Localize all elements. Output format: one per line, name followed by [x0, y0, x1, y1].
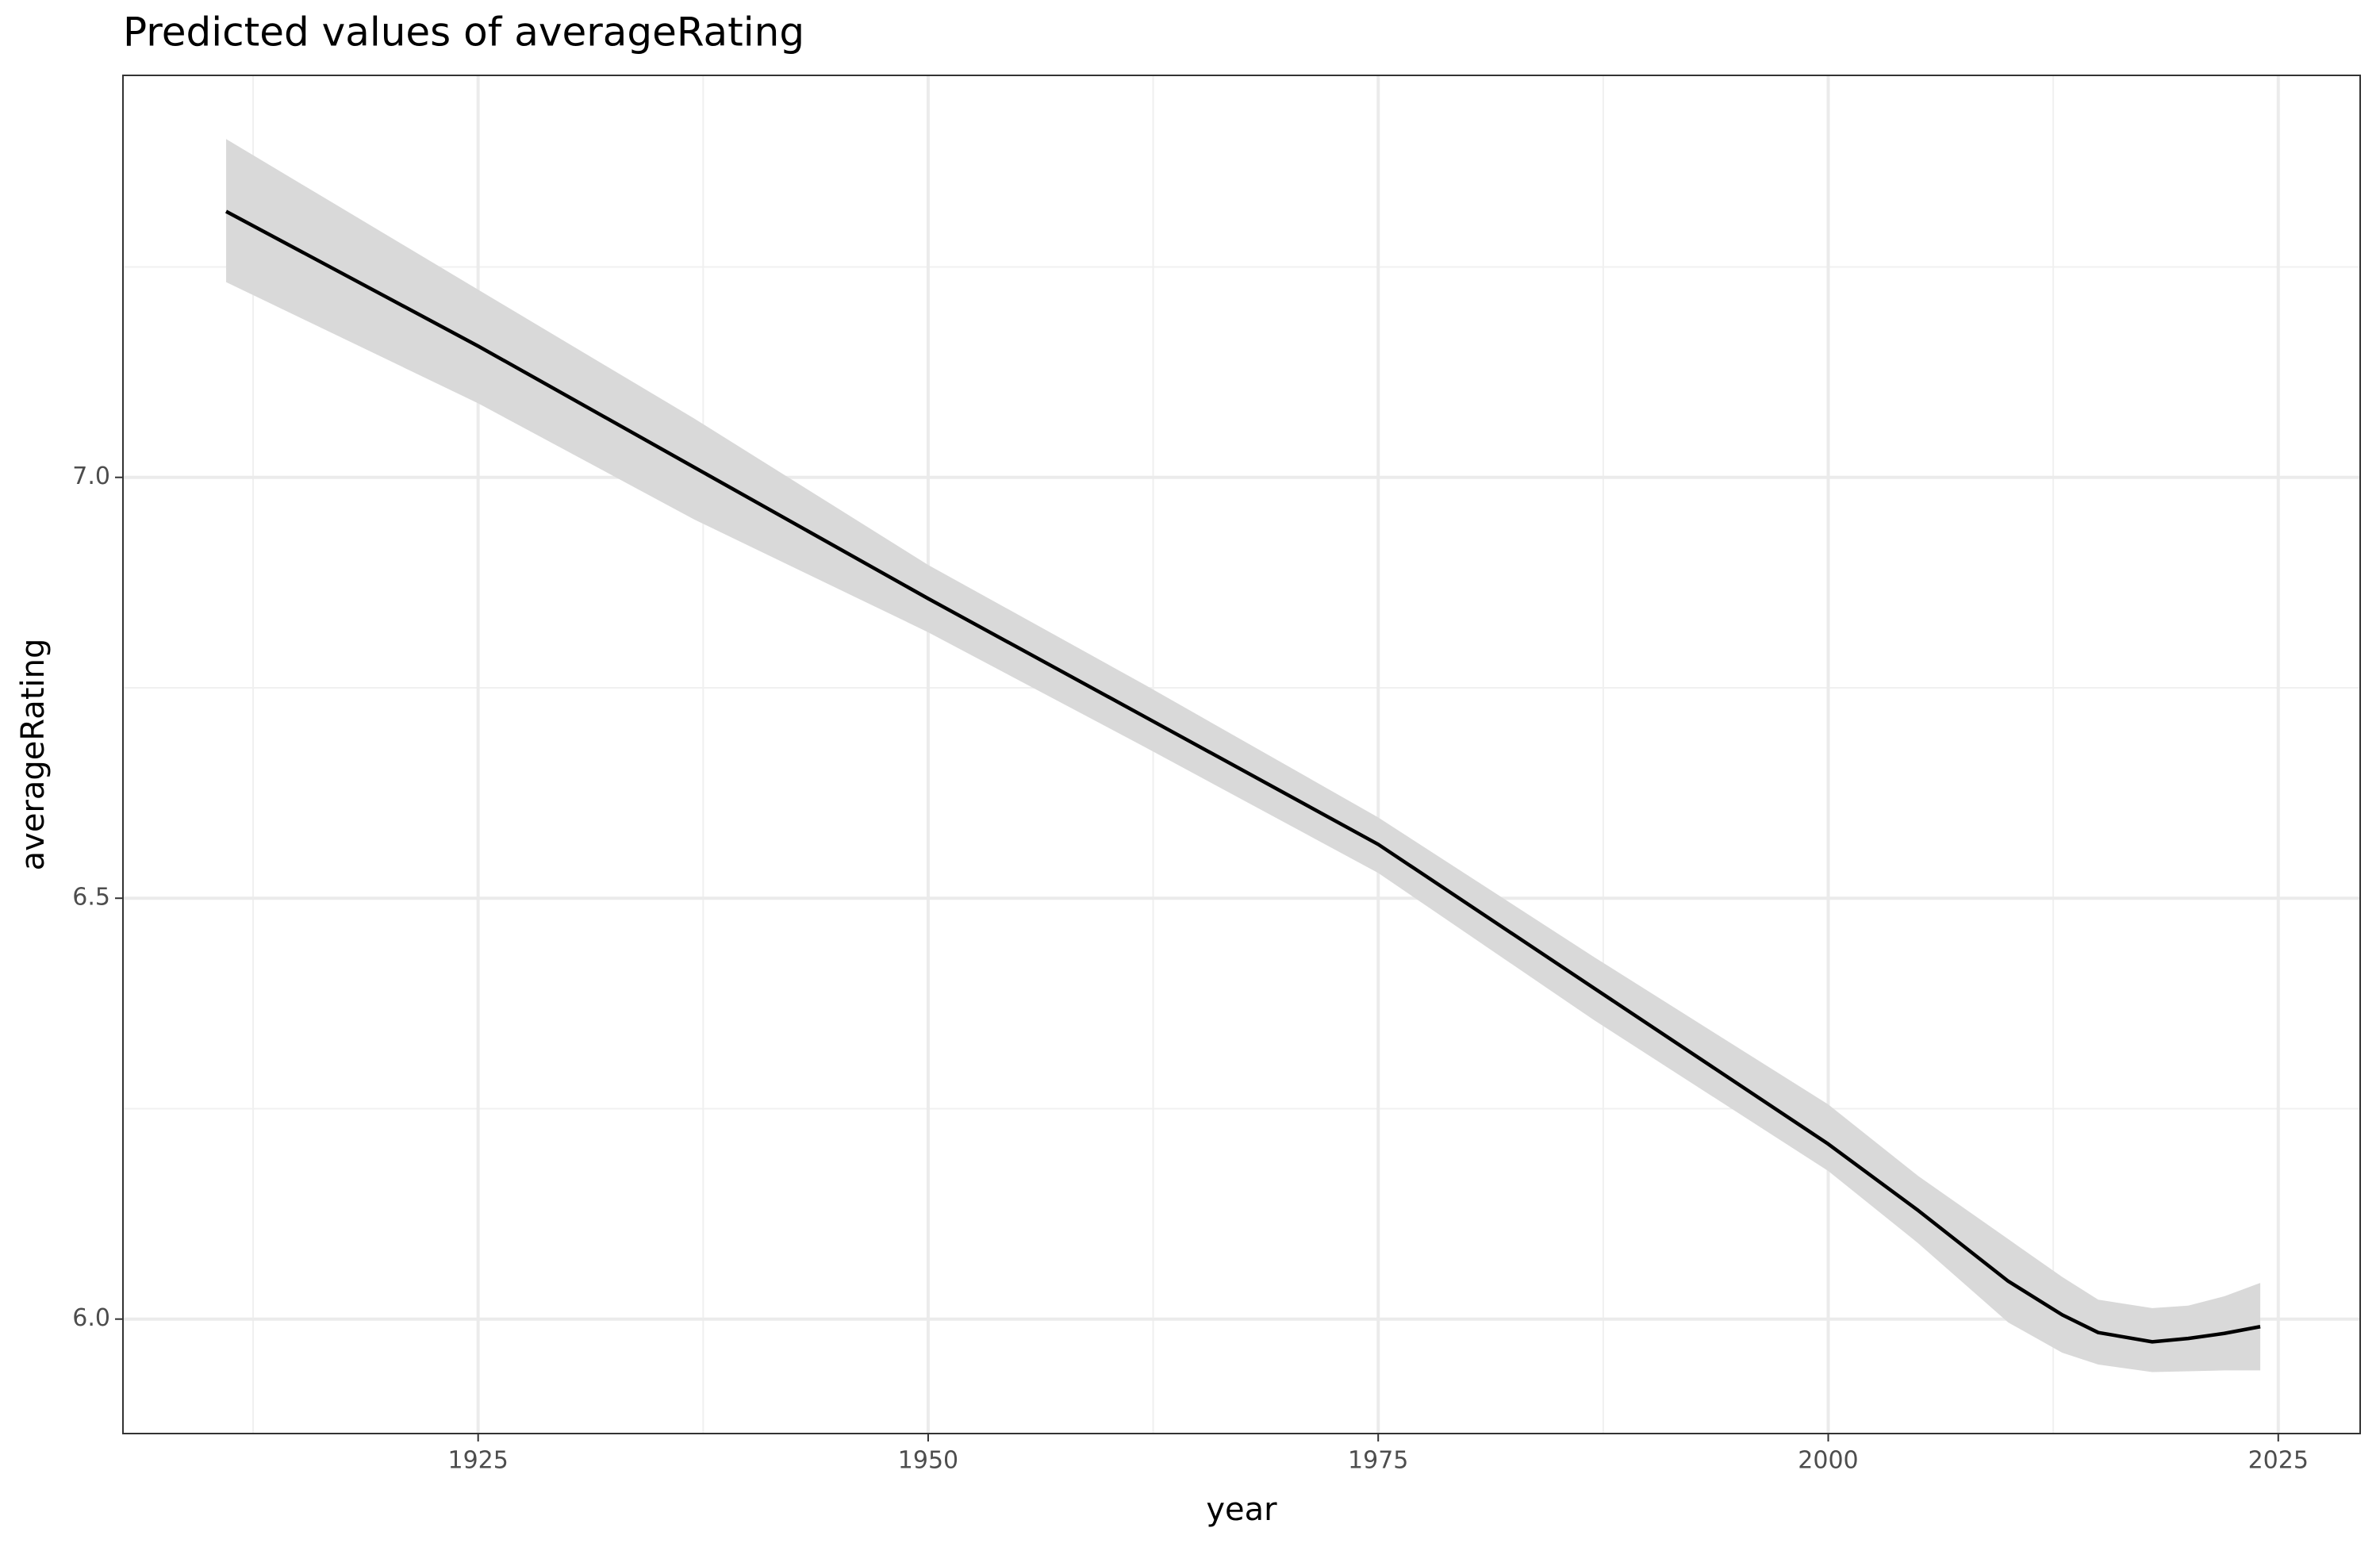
x-tick-label: 1975 [1348, 1447, 1408, 1475]
y-tick-label: 7.0 [72, 463, 110, 490]
y-tick-label: 6.0 [72, 1304, 110, 1332]
x-tick-label: 1925 [448, 1447, 509, 1475]
y-tick-label: 6.5 [72, 884, 110, 912]
x-tick-label: 1950 [898, 1447, 958, 1475]
panel-border [122, 75, 2361, 1434]
x-tick-label: 2000 [1798, 1447, 1858, 1475]
line [225, 209, 2261, 1344]
chart-title: Predicted values of averageRating [123, 10, 804, 56]
x-axis-label: year [1206, 1491, 1277, 1528]
x-tick-label: 2025 [2248, 1447, 2309, 1475]
confidence-band [226, 139, 2261, 1372]
y-axis-label: averageRating [15, 639, 52, 871]
